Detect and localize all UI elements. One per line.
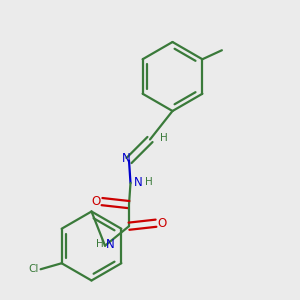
Text: H: H	[160, 133, 167, 143]
Text: O: O	[92, 195, 100, 208]
Text: H: H	[145, 177, 153, 188]
Text: N: N	[134, 176, 142, 189]
Text: N: N	[122, 152, 131, 165]
Text: O: O	[158, 217, 166, 230]
Text: Cl: Cl	[29, 264, 39, 274]
Text: N: N	[106, 238, 115, 251]
Text: H: H	[96, 239, 104, 249]
